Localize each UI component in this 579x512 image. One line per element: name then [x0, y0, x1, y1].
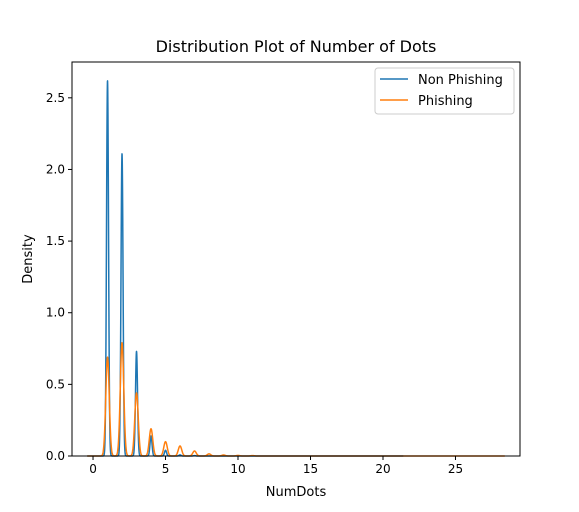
x-axis-ticks: 0 5 10 15 20 25 — [89, 456, 463, 476]
x-tick-label: 0 — [89, 462, 97, 476]
y-tick-label: 0.5 — [46, 377, 65, 391]
chart-title: Distribution Plot of Number of Dots — [156, 37, 437, 56]
y-tick-label: 1.5 — [46, 234, 65, 248]
y-tick-label: 2.5 — [46, 91, 65, 105]
y-axis-label: Density — [21, 234, 36, 284]
x-tick-label: 15 — [303, 462, 318, 476]
x-tick-label: 20 — [375, 462, 390, 476]
legend-label-phishing: Phishing — [418, 94, 473, 109]
x-tick-label: 10 — [230, 462, 245, 476]
legend: Non Phishing Phishing — [374, 67, 515, 115]
legend-label-non-phishing: Non Phishing — [418, 73, 503, 88]
x-tick-label: 25 — [448, 462, 463, 476]
legend-box — [374, 67, 515, 115]
y-tick-label: 2.0 — [46, 162, 65, 176]
y-tick-label: 0.0 — [46, 449, 65, 463]
plot-frame — [71, 61, 521, 457]
x-tick-label: 5 — [162, 462, 170, 476]
y-axis-ticks: 0.0 0.5 1.0 1.5 2.0 2.5 — [46, 91, 72, 463]
x-axis-label: NumDots — [266, 485, 327, 500]
y-tick-label: 1.0 — [46, 306, 65, 320]
